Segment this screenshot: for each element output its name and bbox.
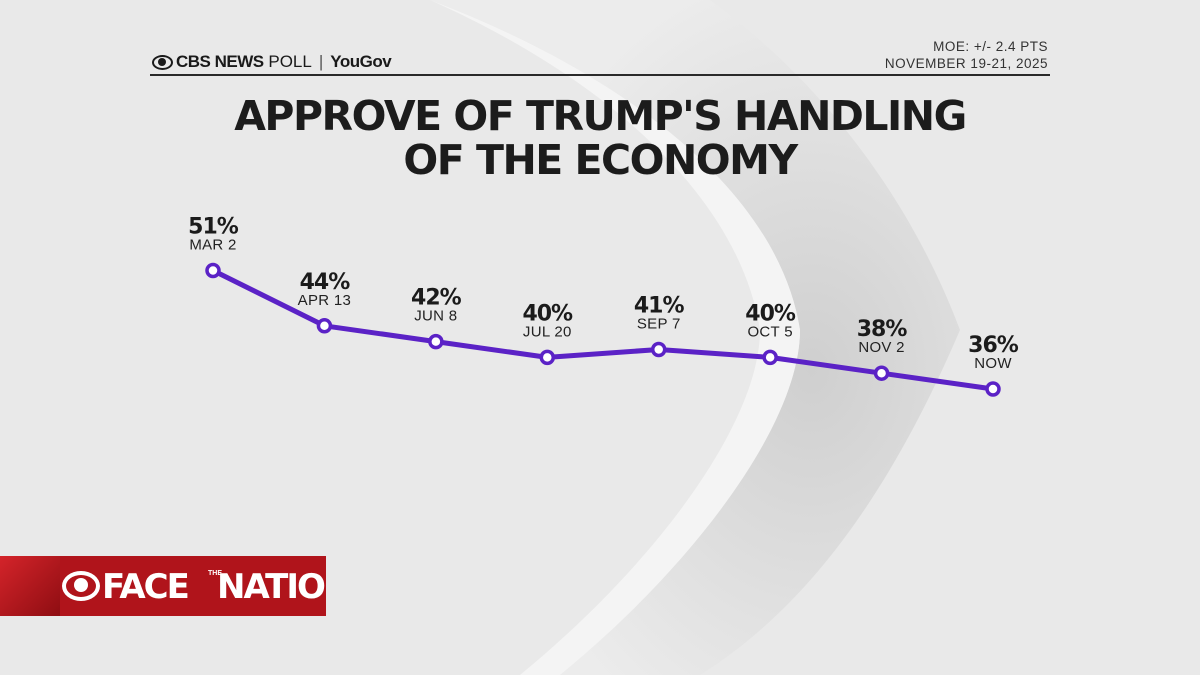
value-label: 36%	[968, 333, 1019, 358]
category-label: JUL 20	[523, 323, 572, 340]
category-label: MAR 2	[189, 237, 236, 254]
data-point	[873, 365, 890, 381]
cbs-eye-icon	[152, 54, 173, 70]
value-label: 38%	[857, 317, 908, 342]
poll-header: CBS NEWS POLL | YouGov MOE: +/- 2.4 PTS …	[150, 39, 1050, 80]
value-label: 44%	[300, 270, 351, 295]
data-point	[316, 318, 333, 334]
data-point	[539, 349, 556, 366]
face-the-nation-logo: FACE THE NATION	[0, 556, 326, 616]
series-line	[211, 268, 994, 392]
cbs-eye-icon	[62, 571, 100, 601]
brand-separator: |	[318, 52, 324, 71]
category-label: SEP 7	[637, 316, 681, 333]
value-label: 42%	[411, 286, 462, 311]
data-point	[428, 333, 444, 350]
category-label: JUN 8	[414, 308, 457, 325]
brand-cbs: CBS NEWS	[176, 52, 264, 71]
logo-stripe	[0, 556, 60, 616]
value-label: 41%	[634, 294, 685, 319]
value-label: 40%	[745, 301, 796, 326]
brand-partner: YouGov	[330, 52, 392, 71]
chart-title-line1: APPROVE OF TRUMP'S HANDLING	[234, 92, 967, 140]
category-label: NOW	[974, 355, 1012, 372]
category-label: APR 13	[298, 292, 352, 309]
data-point	[762, 349, 778, 366]
margin-of-error: MOE: +/- 2.4 PTS	[933, 39, 1048, 54]
poll-meta: MOE: +/- 2.4 PTS NOVEMBER 19-21, 2025	[885, 38, 1048, 72]
logo-the: THE	[208, 570, 222, 577]
logo-face: FACE	[102, 567, 190, 607]
data-point	[985, 381, 1001, 397]
logo-nation: NATION	[217, 567, 326, 607]
data-point	[650, 341, 667, 358]
category-label: OCT 5	[747, 323, 792, 340]
value-label: 51%	[188, 215, 239, 240]
category-label: NOV 2	[858, 339, 905, 356]
brand: CBS NEWS POLL | YouGov	[152, 52, 392, 72]
chart-title-line2: OF THE ECONOMY	[403, 136, 798, 184]
header-rule	[150, 74, 1050, 76]
poll-dates: NOVEMBER 19-21, 2025	[884, 56, 1048, 71]
brand-poll: POLL	[268, 52, 312, 71]
value-label: 40%	[522, 301, 573, 326]
data-point	[205, 262, 221, 279]
